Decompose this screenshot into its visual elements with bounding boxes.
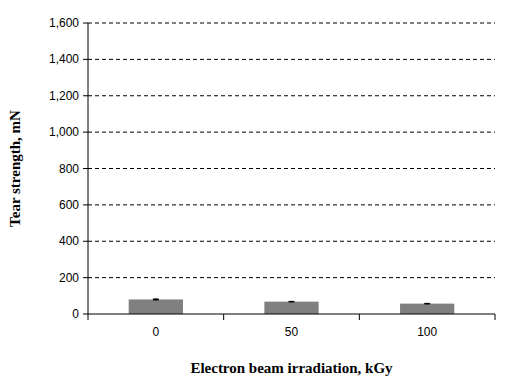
y-tick [83,314,88,315]
y-tick-label: 0 [72,307,79,321]
grid-line [88,204,495,205]
bar [400,304,454,314]
y-tick-label: 800 [59,162,79,176]
y-tick [83,59,88,60]
bar [129,299,183,314]
error-cap [424,303,430,304]
grid-line [88,241,495,242]
y-tick [83,204,88,205]
grid-line [88,168,495,169]
x-separator-tick [223,314,224,320]
error-cap [153,299,159,301]
grid-line [88,132,495,133]
y-axis-title: Tear strength, mN [7,110,23,227]
x-separator-tick [88,314,89,320]
y-tick-label: 1,600 [49,16,79,30]
y-tick [83,95,88,96]
y-tick [83,168,88,169]
chart-svg: 0 200 400 600 800 1,000 1,200 1,400 1,600 0 50 100 E… [0,0,516,380]
x-tick-label: 100 [417,325,437,339]
y-tick [83,241,88,242]
grid-line [88,23,495,24]
bars [129,299,455,314]
bar [264,302,318,314]
y-tick-label: 600 [59,198,79,212]
y-axis [88,23,89,314]
y-tick [83,277,88,278]
x-separator-tick [359,314,360,320]
y-tick-label: 1,400 [49,52,79,66]
grid-line [88,95,495,96]
x-tick-label: 50 [285,325,299,339]
x-separator-tick [495,314,496,320]
y-tick-label: 1,000 [49,125,79,139]
x-axis [88,314,495,315]
y-tick [83,132,88,133]
y-tick [83,23,88,24]
grid-line [88,277,495,278]
x-axis-title: Electron beam irradiation, kGy [190,360,393,376]
grid-line [88,59,495,60]
y-tick-label: 200 [59,271,79,285]
error-cap [289,301,295,302]
chart-container: 0 200 400 600 800 1,000 1,200 1,400 1,600 0 50 100 E… [0,0,516,380]
y-tick-label: 400 [59,234,79,248]
x-tick-label: 0 [152,325,159,339]
y-tick-label: 1,200 [49,89,79,103]
